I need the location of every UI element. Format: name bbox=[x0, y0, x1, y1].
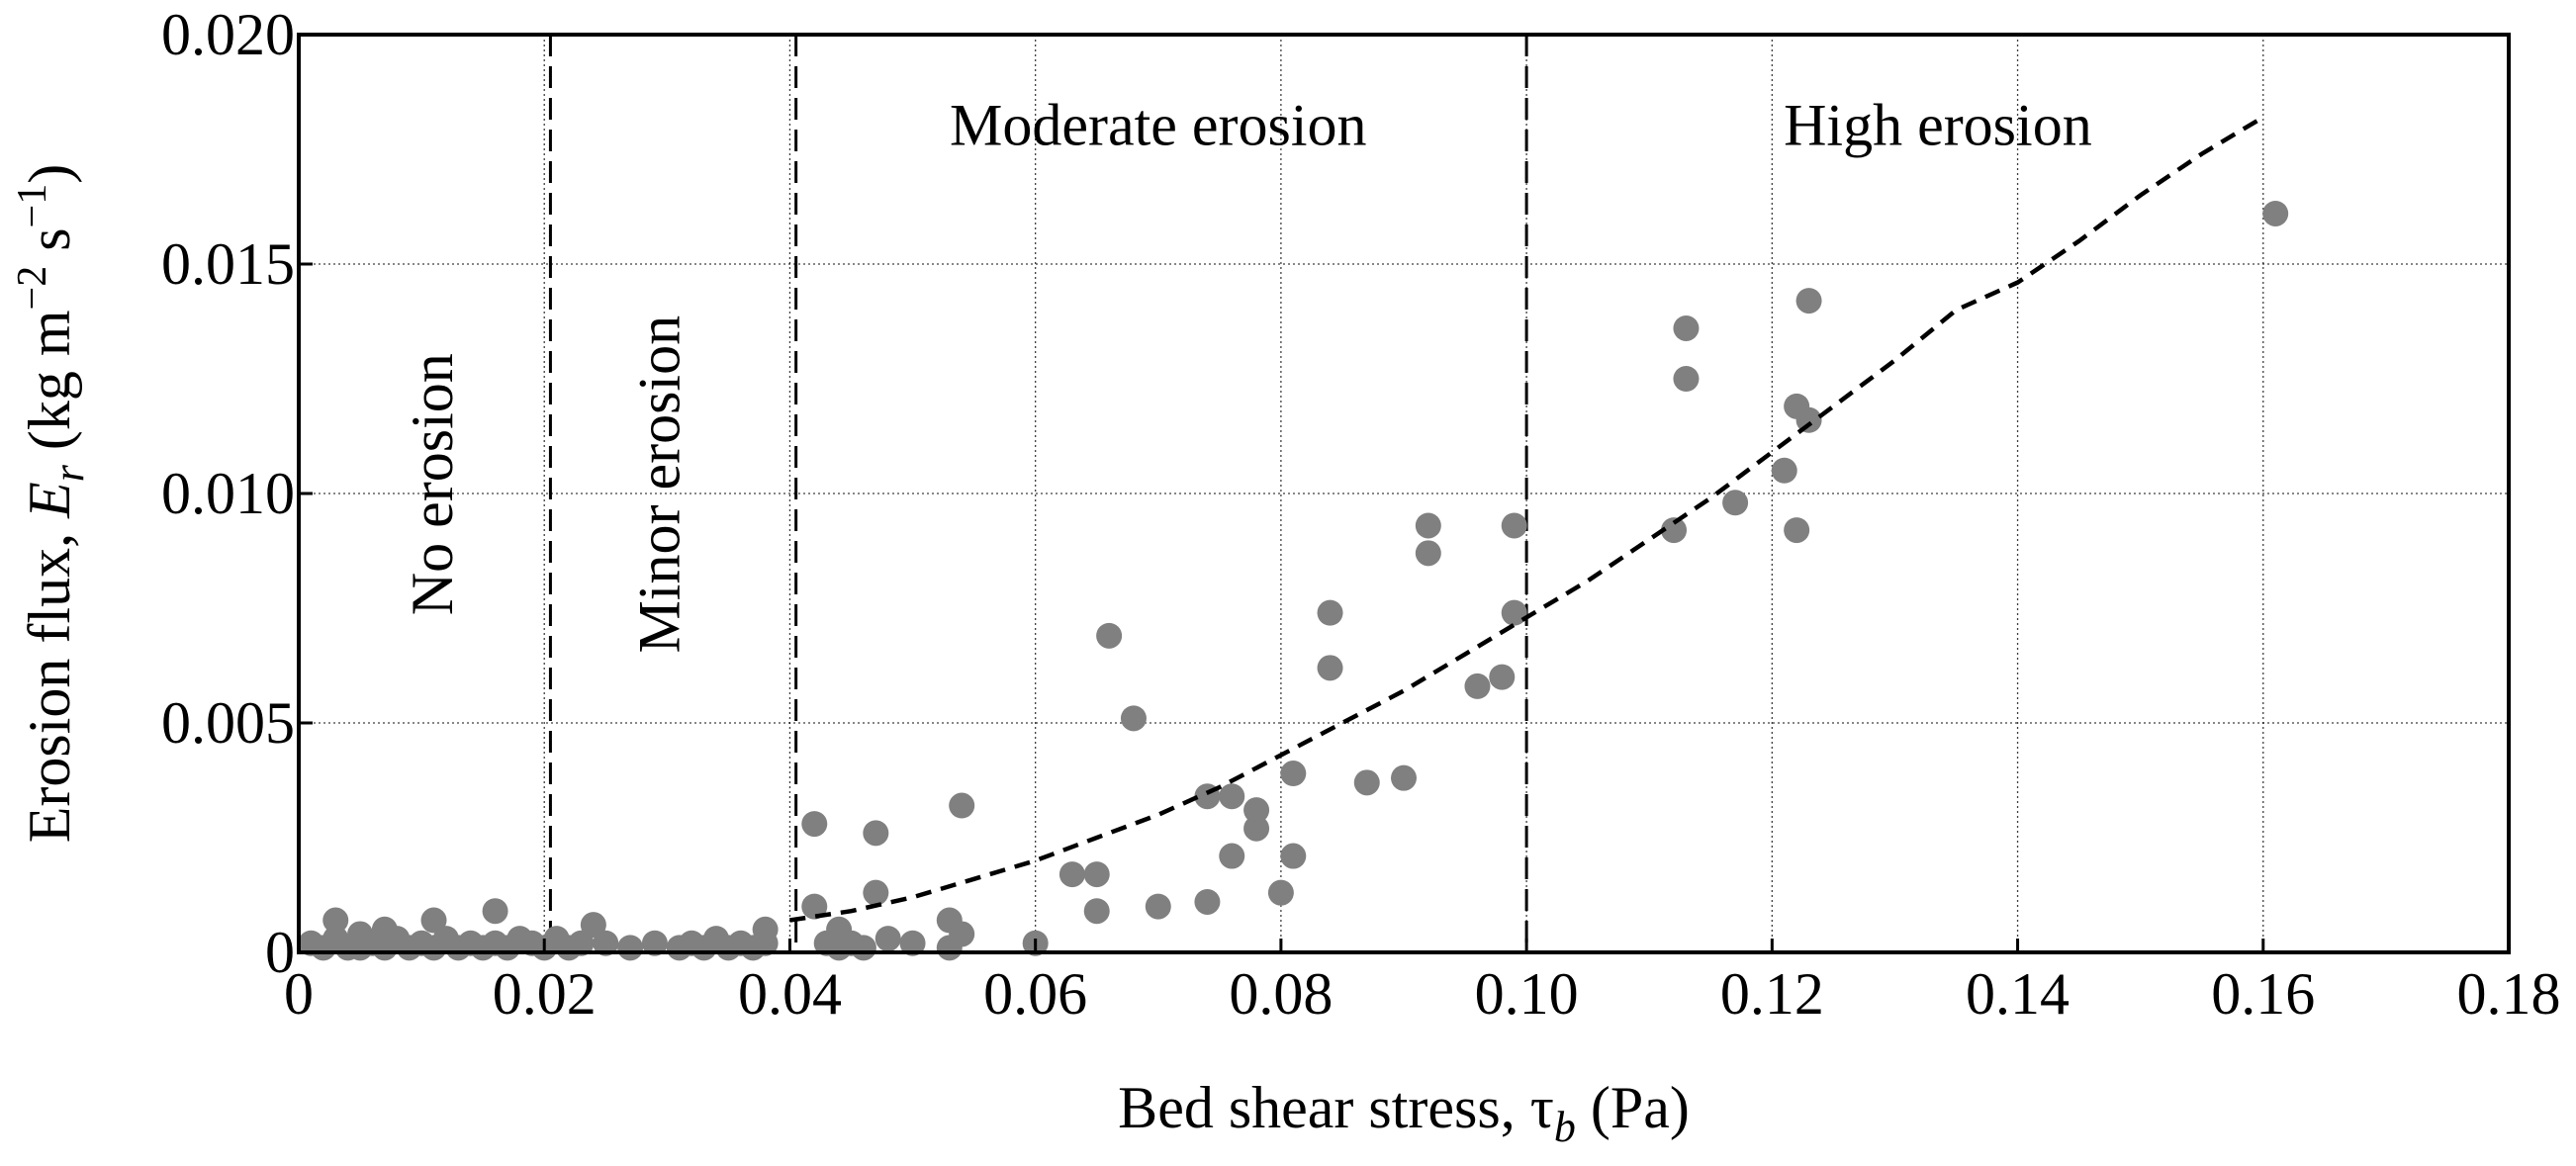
data-point bbox=[1267, 879, 1294, 906]
data-point bbox=[1219, 843, 1245, 869]
x-tick-label: 0.10 bbox=[1475, 961, 1579, 1027]
zone-label: High erosion bbox=[1784, 92, 2092, 157]
y-axis-title-var: E bbox=[17, 482, 82, 519]
zone-label: Moderate erosion bbox=[950, 92, 1367, 157]
y-axis-title-var-sub: r bbox=[45, 464, 93, 482]
data-point bbox=[641, 930, 668, 956]
data-point bbox=[1661, 517, 1688, 544]
data-point bbox=[863, 820, 889, 847]
x-axis-title-sub: b bbox=[1554, 1103, 1576, 1151]
y-axis-title-mid: s bbox=[17, 227, 82, 265]
data-point bbox=[1194, 888, 1221, 915]
data-point bbox=[801, 811, 828, 838]
data-point bbox=[801, 893, 828, 920]
x-tick-label: 0.04 bbox=[738, 961, 842, 1027]
y-axis-title-close: ) bbox=[17, 164, 82, 184]
data-point bbox=[1489, 664, 1516, 690]
data-point bbox=[617, 935, 644, 961]
data-point bbox=[949, 921, 975, 947]
x-axis-title-tail: (Pa) bbox=[1576, 1075, 1690, 1140]
data-point bbox=[482, 898, 508, 925]
data-point bbox=[1145, 893, 1171, 920]
data-point bbox=[1083, 898, 1110, 925]
fit-curve bbox=[789, 115, 2264, 923]
y-tick-label: 0.020 bbox=[161, 2, 295, 67]
data-point bbox=[1673, 314, 1700, 341]
y-tick-label: 0.010 bbox=[161, 461, 295, 526]
x-tick-label: 0.12 bbox=[1720, 961, 1824, 1027]
axis-ticks: 0 0.02 0.04 0.06 0.08 0.10 0.12 0.14 0.16 0.18 0 0.… bbox=[161, 2, 2561, 1027]
data-point bbox=[1353, 769, 1380, 796]
x-tick-label: 0.18 bbox=[2457, 961, 2561, 1027]
data-point bbox=[949, 792, 975, 819]
data-point bbox=[1415, 540, 1441, 567]
zone-label: Minor erosion bbox=[627, 315, 692, 654]
x-tick-label: 0.08 bbox=[1229, 961, 1333, 1027]
data-point bbox=[1219, 783, 1245, 810]
y-tick-label: 0 bbox=[265, 920, 295, 985]
data-point bbox=[420, 907, 447, 934]
data-point bbox=[1083, 861, 1110, 888]
x-tick-label: 0.02 bbox=[493, 961, 597, 1027]
data-point bbox=[1722, 490, 1749, 516]
x-tick-label: 0.14 bbox=[1966, 961, 2070, 1027]
data-point bbox=[1280, 761, 1307, 787]
x-tick-label: 0.16 bbox=[2211, 961, 2315, 1027]
data-point bbox=[568, 930, 595, 956]
grid-lines bbox=[299, 35, 2509, 952]
data-point bbox=[752, 930, 779, 956]
data-point bbox=[1058, 861, 1085, 888]
zone-label: No erosion bbox=[400, 353, 465, 615]
zone-boundaries bbox=[548, 35, 1528, 952]
y-axis-title-exp1: −2 bbox=[10, 266, 55, 311]
data-point bbox=[1795, 288, 1822, 314]
data-point bbox=[1501, 599, 1527, 626]
y-axis-title-unit-open: (kg m bbox=[17, 310, 82, 465]
fit-curve-group bbox=[789, 115, 2264, 923]
y-axis-title-main: Erosion flux, bbox=[17, 518, 82, 843]
data-point bbox=[1280, 843, 1307, 869]
y-axis-title: Erosion flux, Er (kg m−2 s−1) bbox=[10, 164, 93, 843]
data-point bbox=[1096, 622, 1123, 649]
data-points bbox=[298, 200, 2289, 961]
zone-labels: No erosion Minor erosion Moderate erosion H… bbox=[400, 92, 2092, 653]
data-point bbox=[1243, 815, 1270, 842]
x-tick-label: 0.06 bbox=[983, 961, 1087, 1027]
x-tick-label: 0 bbox=[284, 961, 314, 1027]
data-point bbox=[580, 912, 606, 939]
data-point bbox=[1317, 655, 1343, 681]
x-axis-title: Bed shear stress, τb (Pa) bbox=[1118, 1075, 1690, 1151]
data-point bbox=[1391, 764, 1417, 791]
data-point bbox=[863, 879, 889, 906]
data-point bbox=[593, 930, 619, 956]
data-point bbox=[1771, 457, 1797, 484]
data-point bbox=[1784, 517, 1810, 544]
data-point bbox=[1795, 406, 1822, 433]
data-point bbox=[1501, 512, 1527, 539]
data-point bbox=[2262, 200, 2289, 226]
data-point bbox=[1415, 512, 1441, 539]
data-point bbox=[1317, 599, 1343, 626]
y-tick-label: 0.015 bbox=[161, 231, 295, 297]
data-point bbox=[1120, 705, 1147, 732]
data-point bbox=[1464, 673, 1491, 699]
y-tick-label: 0.005 bbox=[161, 690, 295, 756]
data-point bbox=[850, 935, 876, 961]
data-point bbox=[899, 930, 926, 956]
data-point bbox=[1243, 797, 1270, 824]
y-axis-title-exp2: −1 bbox=[10, 184, 55, 228]
data-point bbox=[874, 926, 901, 952]
data-point bbox=[322, 907, 349, 934]
data-point bbox=[1673, 366, 1700, 392]
x-axis-title-main: Bed shear stress, τ bbox=[1118, 1075, 1554, 1140]
